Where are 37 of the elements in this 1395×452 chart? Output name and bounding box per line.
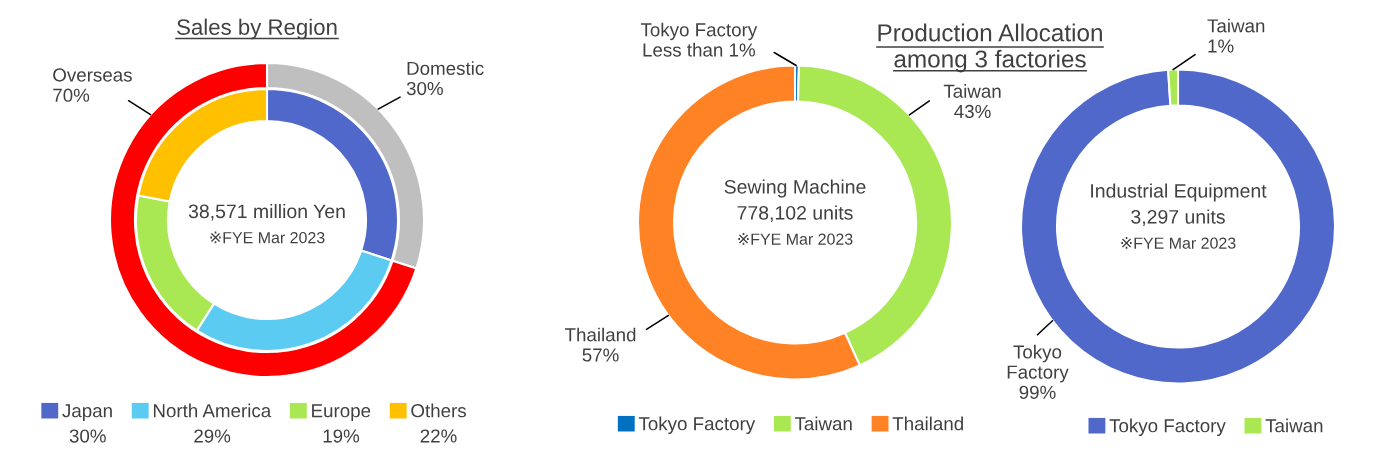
slice-label: Tokyo Factory: [1007, 344, 1069, 383]
text: 19%: [323, 429, 360, 443]
slice-label: Tokyo Factory: [640, 22, 758, 41]
legend-label: Japan: [62, 404, 112, 422]
text: ※FYE Mar 2023: [738, 233, 853, 245]
legend-label: Tokyo Factory: [638, 416, 756, 435]
data-label: 43%: [954, 104, 991, 119]
slice-label: Taiwan: [1207, 18, 1265, 33]
text: ※FYE Mar 2023: [1121, 237, 1236, 249]
text: Industrial Equipment: [1091, 183, 1267, 202]
slice-label: Domestic: [407, 61, 484, 75]
legend-label: Tokyo Factory: [1109, 418, 1226, 437]
slice-label: Overseas: [53, 68, 132, 82]
data-label: 1%: [1208, 39, 1234, 53]
text: 22%: [420, 429, 457, 443]
data-label: 99%: [1019, 385, 1056, 399]
text: 38,571 million Yen: [188, 203, 345, 221]
chart-title: Sales by Region: [177, 18, 337, 40]
text: 778,102 units: [737, 205, 853, 223]
data-label: Less than 1%: [643, 42, 755, 57]
legend-label: North America: [153, 403, 272, 418]
text: Production Allocation among 3 factories: [878, 23, 1102, 73]
text: 3,297 units: [1131, 209, 1225, 227]
slice-label: Thailand: [564, 327, 636, 342]
legend-label: Taiwan: [794, 416, 852, 431]
legend-label: Europe: [312, 404, 371, 422]
text: ※FYE Mar 2023: [210, 231, 325, 244]
legend-label: Taiwan: [1265, 418, 1323, 433]
text: 30%: [69, 429, 106, 443]
data-label: 57%: [582, 348, 619, 362]
legend-label: Thailand: [892, 416, 963, 431]
legend-label: Others: [411, 403, 466, 418]
text: Sewing Machine: [724, 179, 866, 198]
slice-label: Taiwan: [943, 84, 1001, 98]
data-label: 70%: [53, 88, 90, 102]
text: 29%: [194, 429, 231, 443]
data-label: 30%: [406, 81, 443, 96]
